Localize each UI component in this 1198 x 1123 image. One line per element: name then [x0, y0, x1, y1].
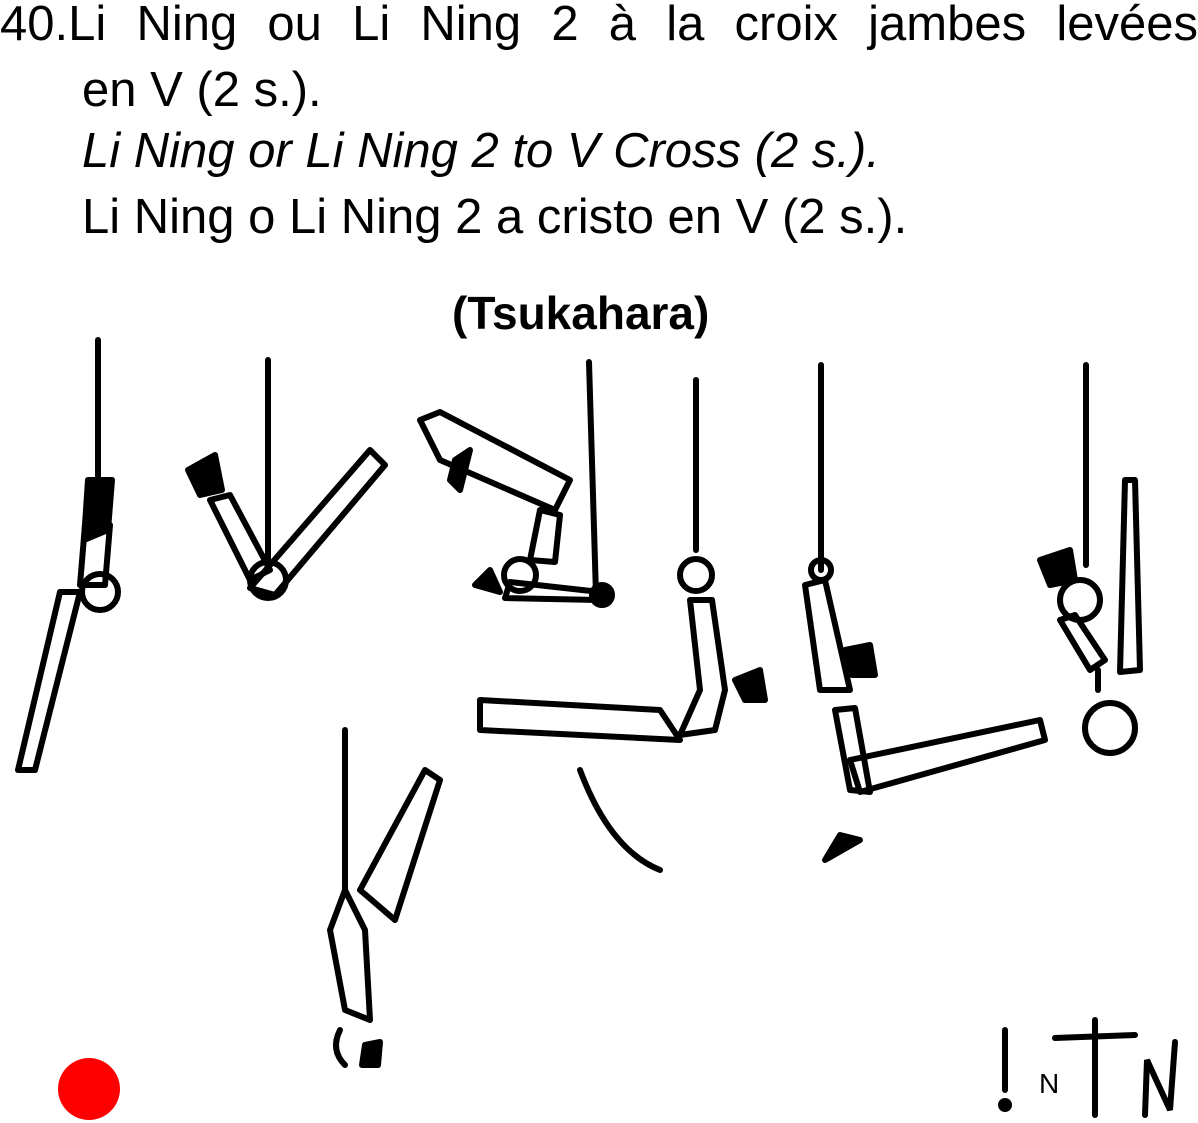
notation-letter: N	[1039, 1068, 1060, 1099]
title-fr-word: Ning	[136, 0, 238, 51]
title-fr-word: levées	[1056, 0, 1198, 51]
title-fr-word: croix	[734, 0, 838, 51]
gymnast-rings-sequence-drawing	[15, 337, 1143, 1068]
title-fr-word: la	[666, 0, 705, 51]
handwritten-symbol-notation-icon: N	[995, 1010, 1195, 1118]
title-fr-word: ou	[267, 0, 322, 51]
title-fr-word: 2	[551, 0, 579, 51]
title-fr-word: 40.Li	[0, 0, 107, 51]
title-fr-line1: 40.Li Ning ou Li Ning 2 à la croix jambes levées	[0, 0, 1198, 49]
title-es: Li Ning o Li Ning 2 a cristo en V (2 s.)…	[82, 190, 908, 244]
title-fr-word: Ning	[420, 0, 522, 51]
title-fr-line2: en V (2 s.).	[82, 63, 322, 117]
difficulty-red-dot-icon	[58, 1058, 120, 1120]
title-fr-word: Li	[352, 0, 391, 51]
title-en: Li Ning or Li Ning 2 to V Cross (2 s.).	[82, 124, 880, 178]
title-fr-word: à	[608, 0, 637, 51]
title-fr-word: jambes	[868, 0, 1027, 51]
subtitle: (Tsukahara)	[452, 287, 710, 339]
